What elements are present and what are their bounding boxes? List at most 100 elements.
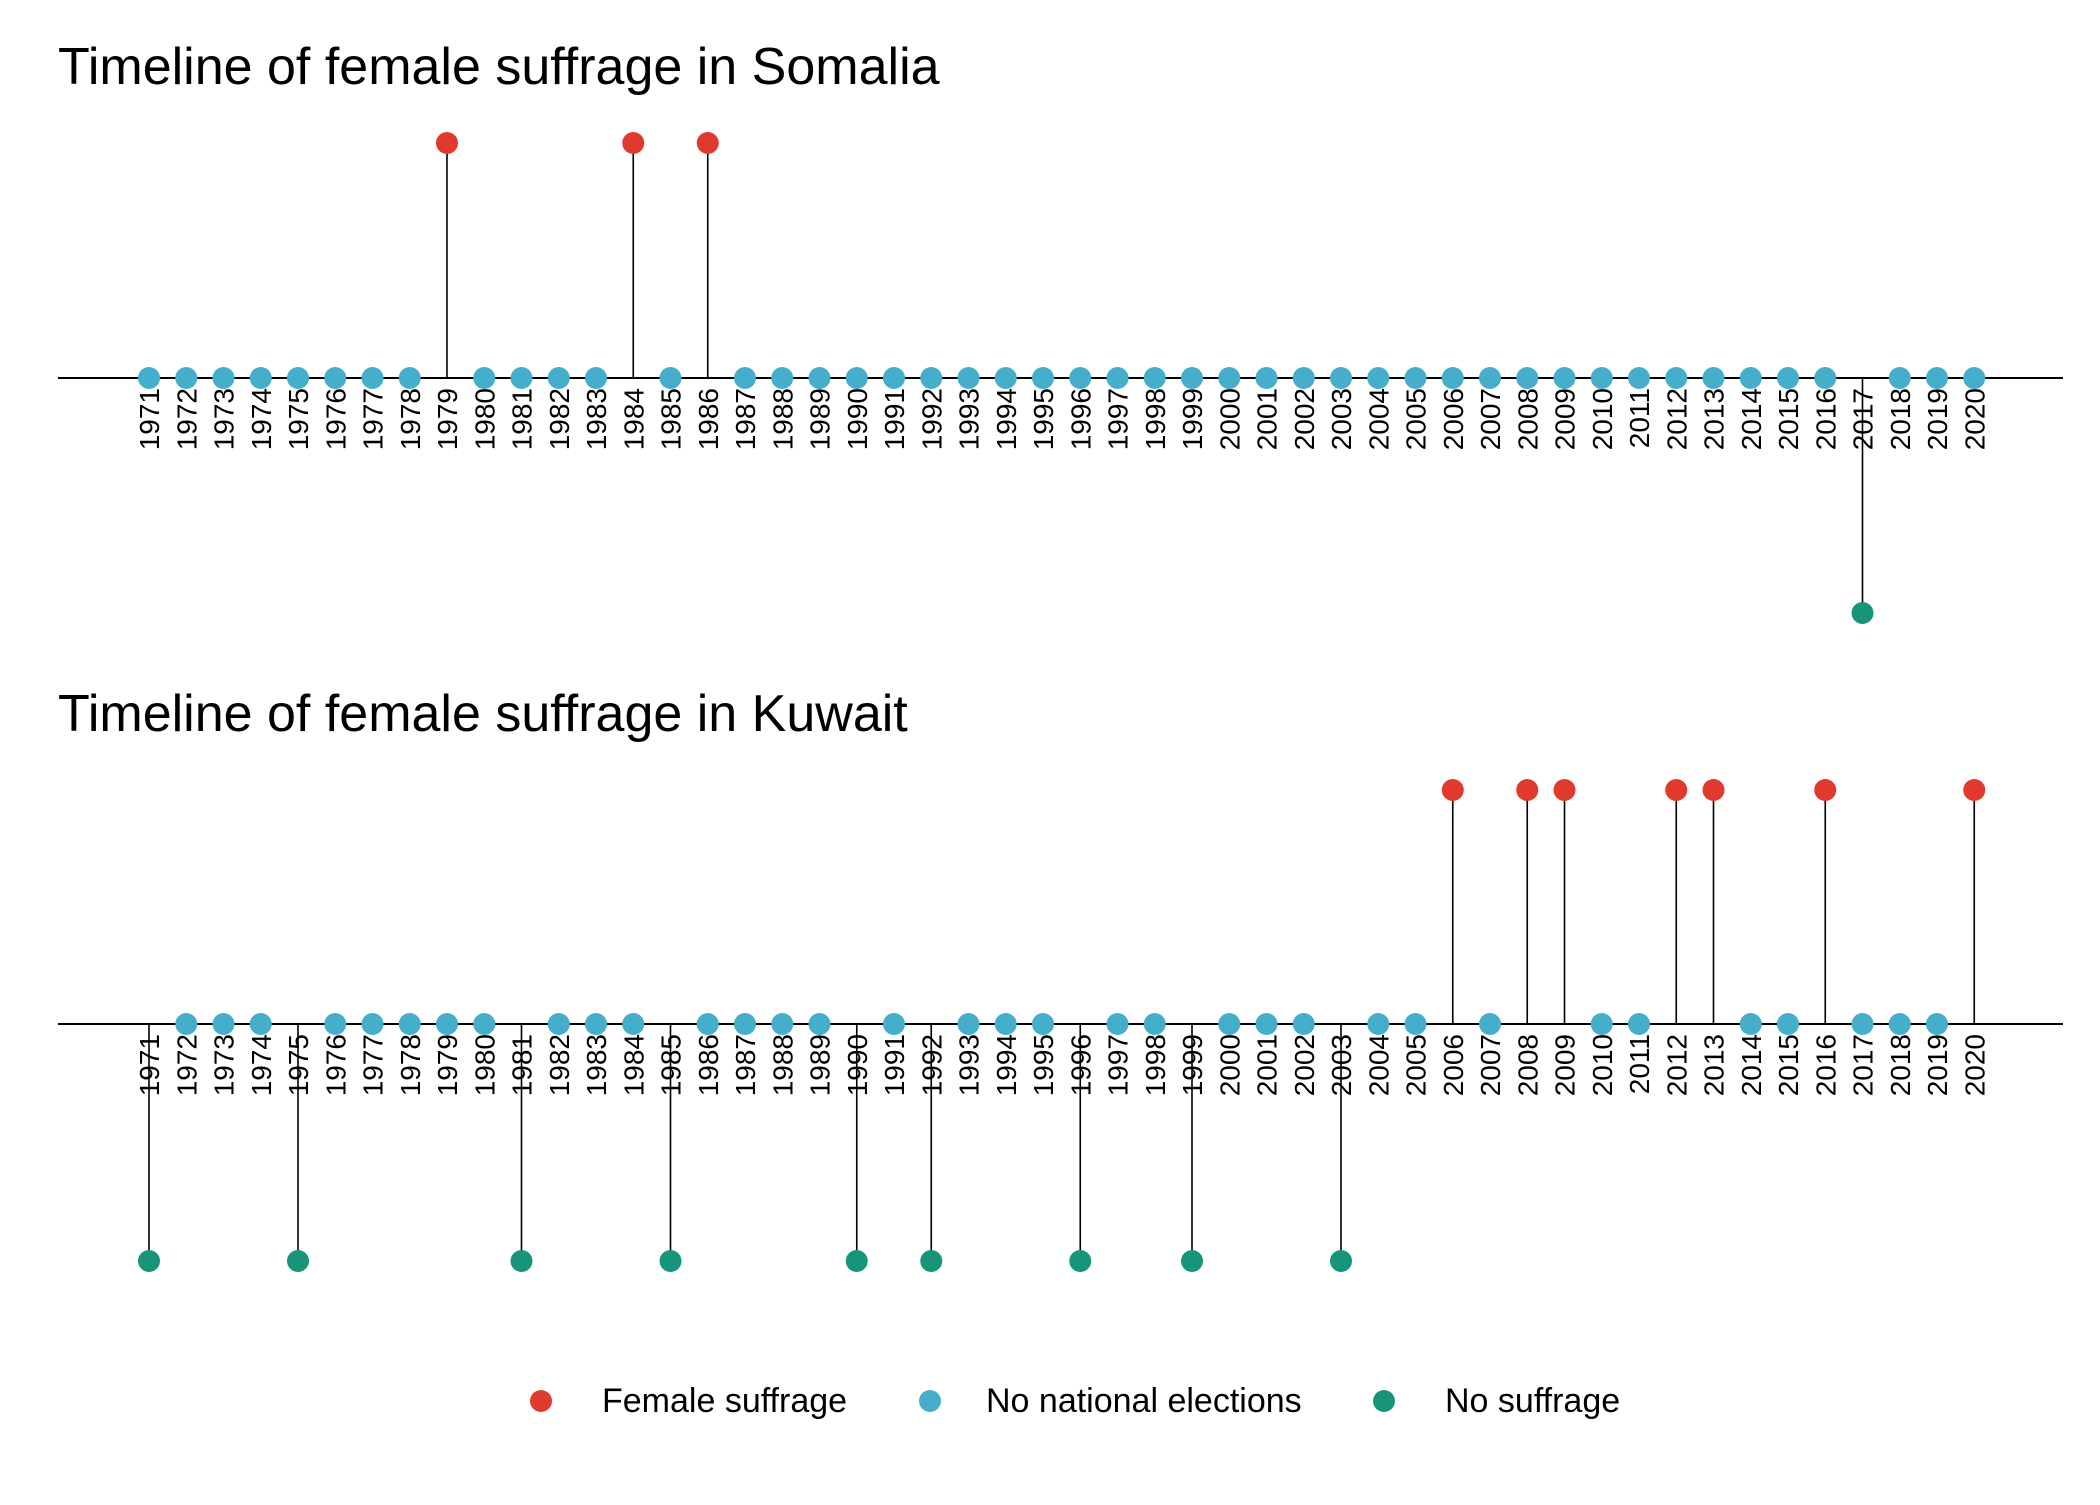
- tick-label-1-1988: 1988: [767, 388, 798, 450]
- tick-label-1-2011: 2011: [1624, 388, 1655, 448]
- point-1-2013: [1702, 367, 1725, 389]
- tick-label-2-1999: 1999: [1177, 1034, 1208, 1096]
- point-1-2011: [1628, 367, 1650, 389]
- tick-label-1-1997: 1997: [1103, 388, 1134, 450]
- tick-label-2-1975: 1975: [283, 1034, 314, 1096]
- tick-label-2-1976: 1976: [320, 1034, 351, 1096]
- tick-label-1-1987: 1987: [730, 388, 761, 450]
- tick-label-2-1990: 1990: [842, 1034, 873, 1096]
- tick-label-2-1993: 1993: [954, 1034, 985, 1096]
- point-2-1990: [845, 1250, 868, 1272]
- point-1-1973: [212, 367, 235, 389]
- tick-label-1-1995: 1995: [1028, 388, 1059, 450]
- tick-label-1-1994: 1994: [991, 388, 1022, 450]
- point-2-1973: [212, 1013, 235, 1035]
- tick-label-1-1981: 1981: [507, 388, 538, 450]
- tick-label-1-1991: 1991: [879, 388, 910, 450]
- tick-label-2-1974: 1974: [246, 1034, 277, 1096]
- point-2-2007: [1479, 1013, 1501, 1035]
- point-2-1992: [920, 1250, 943, 1272]
- point-1-1980: [473, 367, 496, 389]
- tick-label-1-2020: 2020: [1959, 388, 1990, 450]
- tick-label-1-1976: 1976: [320, 388, 351, 450]
- tick-label-1-1996: 1996: [1065, 388, 1096, 450]
- point-2-2015: [1777, 1013, 1799, 1035]
- tick-label-2-2019: 2019: [1922, 1034, 1953, 1096]
- tick-label-2-2001: 2001: [1252, 1034, 1283, 1096]
- tick-label-1-2017: 2017: [1848, 388, 1879, 450]
- tick-label-1-1992: 1992: [916, 388, 947, 450]
- point-2-1987: [734, 1013, 756, 1035]
- point-2-1994: [994, 1013, 1017, 1035]
- point-1-1987: [734, 367, 756, 389]
- point-2-1995: [1032, 1013, 1054, 1035]
- tick-label-1-2014: 2014: [1736, 388, 1767, 450]
- point-1-2005: [1404, 367, 1427, 389]
- tick-label-1-1974: 1974: [246, 388, 277, 450]
- point-2-2000: [1218, 1013, 1241, 1035]
- point-1-1989: [808, 367, 831, 389]
- tick-label-1-2012: 2012: [1661, 388, 1692, 450]
- tick-label-1-1998: 1998: [1140, 388, 1171, 450]
- tick-label-1-2018: 2018: [1885, 388, 1916, 450]
- tick-label-2-2009: 2009: [1550, 1034, 1581, 1096]
- point-2-1993: [957, 1013, 980, 1035]
- point-1-2007: [1479, 367, 1501, 389]
- point-1-1974: [249, 367, 272, 389]
- point-2-2013: [1702, 779, 1725, 801]
- tick-label-1-2002: 2002: [1289, 388, 1320, 450]
- tick-label-2-1996: 1996: [1065, 1034, 1096, 1096]
- legend-label-no-suffrage: No suffrage: [1445, 1382, 1620, 1420]
- point-1-2001: [1255, 367, 1278, 389]
- tick-label-1-1999: 1999: [1177, 388, 1208, 450]
- tick-label-2-2010: 2010: [1587, 1034, 1618, 1096]
- tick-label-2-1981: 1981: [507, 1034, 538, 1096]
- point-2-1999: [1181, 1250, 1203, 1272]
- tick-label-2-1992: 1992: [916, 1034, 947, 1096]
- point-1-2018: [1888, 367, 1911, 389]
- tick-label-1-1989: 1989: [805, 388, 836, 450]
- point-2-2003: [1330, 1250, 1352, 1272]
- tick-label-2-1998: 1998: [1140, 1034, 1171, 1096]
- tick-label-2-1987: 1987: [730, 1034, 761, 1096]
- tick-label-1-2009: 2009: [1550, 388, 1581, 450]
- point-1-2015: [1777, 367, 1799, 389]
- point-2-2020: [1963, 779, 1986, 801]
- tick-label-2-1984: 1984: [618, 1034, 649, 1096]
- legend-key-female-suffrage: [530, 1390, 552, 1412]
- point-2-1985: [659, 1250, 682, 1272]
- point-2-1982: [547, 1013, 570, 1035]
- tick-label-2-2011: 2011: [1624, 1034, 1655, 1094]
- point-2-1981: [510, 1250, 533, 1272]
- tick-label-1-1983: 1983: [581, 388, 612, 450]
- point-1-1984: [622, 132, 645, 154]
- tick-label-2-1983: 1983: [581, 1034, 612, 1096]
- tick-label-2-2006: 2006: [1438, 1034, 1469, 1096]
- point-1-1977: [361, 367, 384, 389]
- tick-label-2-2002: 2002: [1289, 1034, 1320, 1096]
- point-1-2002: [1292, 367, 1315, 389]
- point-2-1971: [138, 1250, 160, 1272]
- tick-label-1-2000: 2000: [1214, 388, 1245, 450]
- tick-label-2-1982: 1982: [544, 1034, 575, 1096]
- tick-label-1-2004: 2004: [1363, 388, 1394, 450]
- point-1-2009: [1553, 367, 1576, 389]
- point-2-1983: [585, 1013, 607, 1035]
- tick-label-2-2018: 2018: [1885, 1034, 1916, 1096]
- tick-label-2-1971: 1971: [134, 1034, 165, 1096]
- point-1-1975: [287, 367, 309, 389]
- point-1-2012: [1665, 367, 1688, 389]
- point-2-1974: [249, 1013, 272, 1035]
- point-2-1988: [771, 1013, 794, 1035]
- point-2-2019: [1926, 1013, 1948, 1035]
- tick-label-2-1997: 1997: [1103, 1034, 1134, 1096]
- tick-label-2-1989: 1989: [805, 1034, 836, 1096]
- point-1-1978: [398, 367, 421, 389]
- point-1-1985: [659, 367, 682, 389]
- tick-label-1-1979: 1979: [432, 388, 463, 450]
- chart-title-2: Timeline of female suffrage in Kuwait: [58, 685, 908, 743]
- tick-label-1-2005: 2005: [1401, 388, 1432, 450]
- point-2-1977: [361, 1013, 384, 1035]
- tick-label-2-1972: 1972: [171, 1034, 202, 1096]
